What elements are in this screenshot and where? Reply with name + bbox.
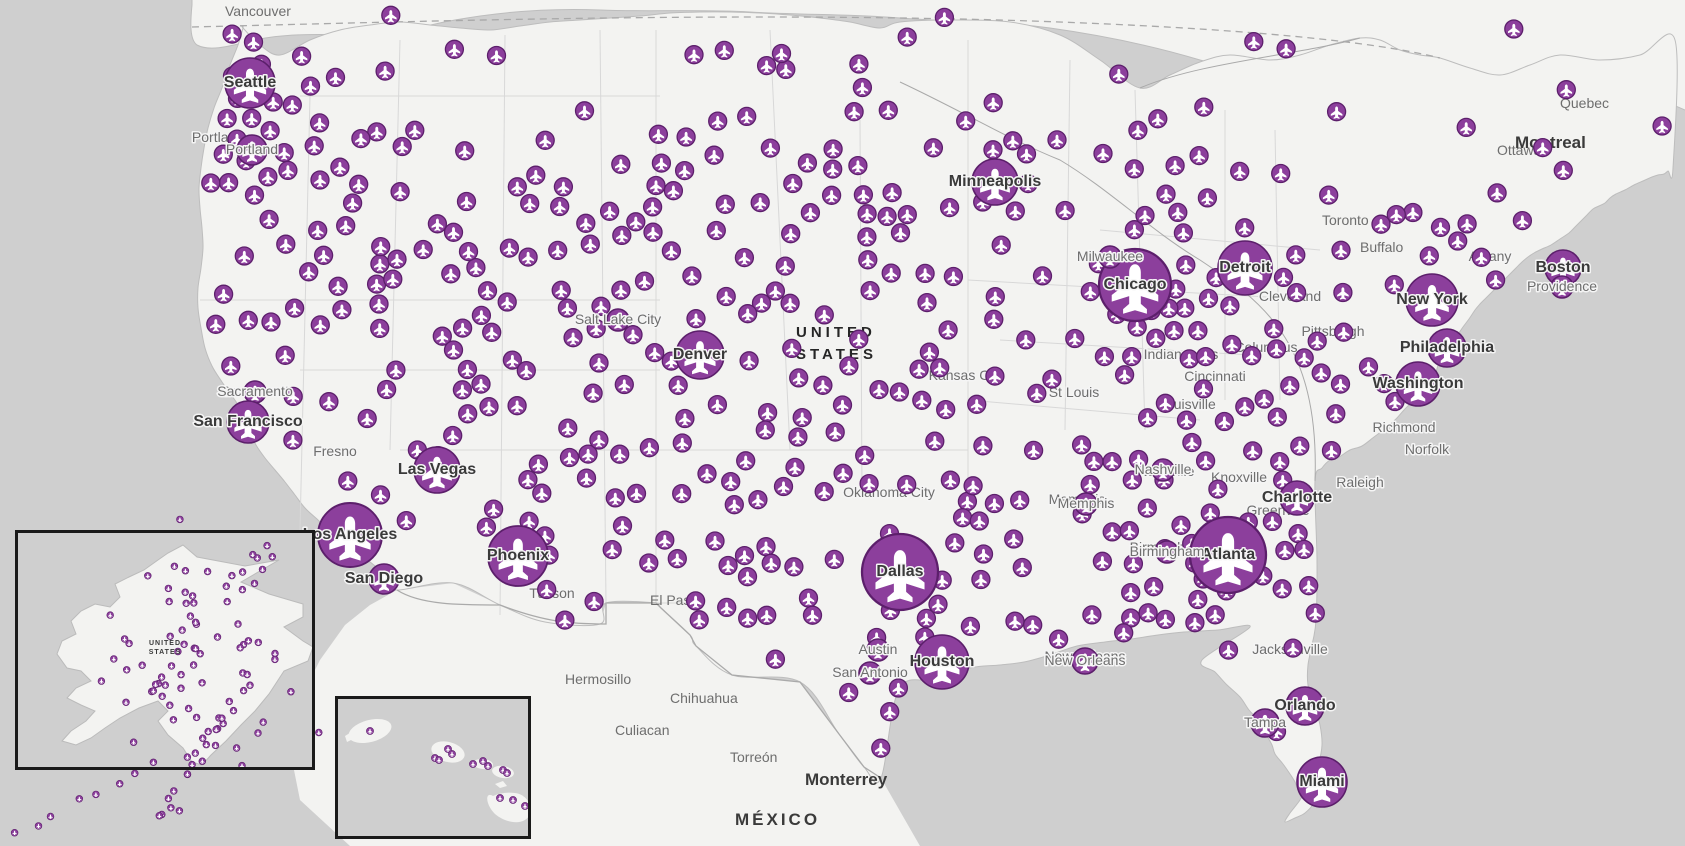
svg-text:Austin: Austin bbox=[859, 641, 898, 657]
svg-text:STATES: STATES bbox=[796, 346, 877, 363]
svg-text:Portland: Portland bbox=[226, 141, 278, 157]
svg-text:UNITED: UNITED bbox=[149, 640, 181, 647]
svg-text:Birmingham: Birmingham bbox=[1130, 543, 1205, 559]
svg-text:Houston: Houston bbox=[910, 653, 975, 670]
svg-text:Memphis: Memphis bbox=[1058, 495, 1115, 511]
svg-text:San Diego: San Diego bbox=[345, 570, 423, 587]
svg-text:Miami: Miami bbox=[1299, 773, 1344, 790]
svg-text:Fresno: Fresno bbox=[313, 443, 357, 459]
svg-text:Raleigh: Raleigh bbox=[1336, 474, 1383, 490]
svg-text:New York: New York bbox=[1396, 291, 1468, 308]
svg-text:Sacramento: Sacramento bbox=[217, 383, 293, 399]
svg-text:Denver: Denver bbox=[673, 346, 727, 363]
svg-text:Minneapolis: Minneapolis bbox=[949, 173, 1042, 190]
svg-text:Torreón: Torreón bbox=[730, 749, 777, 765]
svg-text:Atlanta: Atlanta bbox=[1201, 546, 1255, 563]
svg-text:Buffalo: Buffalo bbox=[1360, 239, 1404, 255]
svg-text:Chihuahua: Chihuahua bbox=[670, 690, 738, 706]
svg-text:Philadelphia: Philadelphia bbox=[1400, 339, 1494, 356]
svg-text:Salt Lake City: Salt Lake City bbox=[575, 311, 661, 327]
svg-text:Monterrey: Monterrey bbox=[805, 770, 888, 789]
svg-text:Toronto: Toronto bbox=[1322, 212, 1369, 228]
svg-text:San Francisco: San Francisco bbox=[193, 413, 303, 430]
svg-text:Los Angeles: Los Angeles bbox=[303, 526, 398, 543]
svg-text:Charlotte: Charlotte bbox=[1262, 489, 1332, 506]
svg-text:Detroit: Detroit bbox=[1219, 259, 1271, 276]
svg-text:Dallas: Dallas bbox=[876, 563, 923, 580]
svg-text:Washington: Washington bbox=[1373, 375, 1464, 392]
svg-text:Richmond: Richmond bbox=[1372, 419, 1435, 435]
svg-text:Boston: Boston bbox=[1535, 259, 1590, 276]
svg-text:Culiacan: Culiacan bbox=[615, 722, 669, 738]
svg-text:Orlando: Orlando bbox=[1274, 697, 1336, 714]
svg-text:Milwaukee: Milwaukee bbox=[1077, 248, 1143, 264]
svg-text:Norfolk: Norfolk bbox=[1405, 441, 1450, 457]
svg-text:Oklahoma City: Oklahoma City bbox=[843, 484, 935, 500]
svg-text:Providence: Providence bbox=[1527, 278, 1597, 294]
svg-text:STATES: STATES bbox=[149, 649, 182, 656]
svg-text:Hermosillo: Hermosillo bbox=[565, 671, 631, 687]
svg-text:Seattle: Seattle bbox=[224, 74, 277, 91]
svg-text:MÉXICO: MÉXICO bbox=[735, 810, 820, 829]
svg-text:New Orleans: New Orleans bbox=[1045, 652, 1126, 668]
svg-text:Phoenix: Phoenix bbox=[487, 547, 549, 564]
svg-text:Las Vegas: Las Vegas bbox=[398, 461, 476, 478]
svg-text:Cincinnati: Cincinnati bbox=[1184, 368, 1245, 384]
svg-text:Nashville: Nashville bbox=[1135, 461, 1192, 477]
svg-text:Vancouver: Vancouver bbox=[225, 3, 291, 19]
svg-text:Chicago: Chicago bbox=[1103, 276, 1166, 293]
svg-text:San Antonio: San Antonio bbox=[832, 664, 908, 680]
svg-text:Tampa: Tampa bbox=[1244, 714, 1286, 730]
